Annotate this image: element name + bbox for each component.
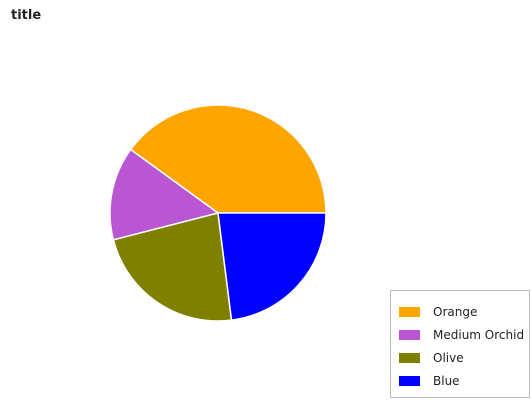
legend-label-orange: Orange xyxy=(433,305,478,319)
legend-label-medium-orchid: Medium Orchid xyxy=(433,328,525,342)
legend-item-olive: Olive xyxy=(399,351,464,365)
legend-label-blue: Blue xyxy=(433,374,460,388)
pie-slice-medium-orchid xyxy=(109,148,220,241)
pie-slice-orange xyxy=(129,104,327,214)
legend-item-blue: Blue xyxy=(399,374,460,388)
legend-label-olive: Olive xyxy=(433,351,464,365)
legend-item-medium-orchid: Medium Orchid xyxy=(399,328,524,342)
legend: Orange Medium Orchid Olive Blue xyxy=(390,290,530,398)
legend-swatch-blue xyxy=(399,376,420,386)
chart-title: title xyxy=(11,8,42,23)
legend-swatch-medium-orchid xyxy=(399,330,420,340)
pie-slice-olive xyxy=(112,212,233,322)
legend-swatch-olive xyxy=(399,353,420,363)
pie-slice-blue xyxy=(217,212,327,321)
legend-swatch-orange xyxy=(399,307,420,317)
legend-item-orange: Orange xyxy=(399,305,477,319)
